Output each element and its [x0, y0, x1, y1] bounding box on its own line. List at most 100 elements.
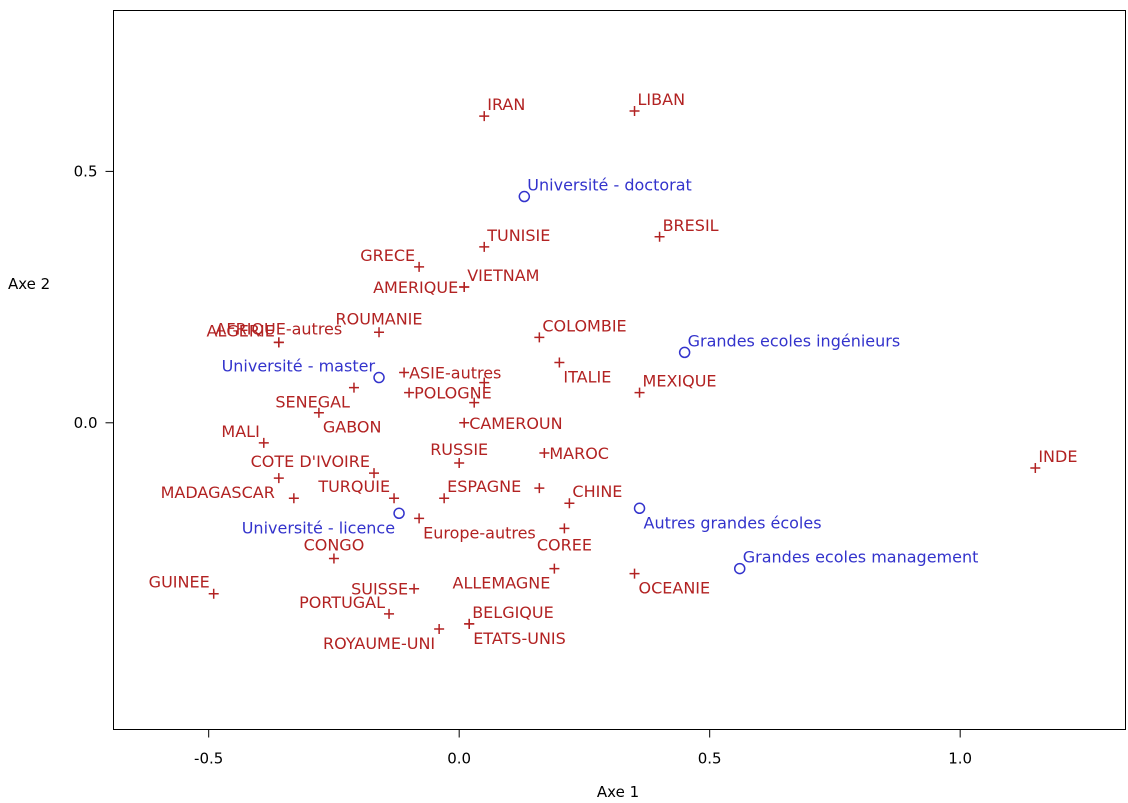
point-label: INDE [1038, 447, 1077, 466]
point-marker [554, 357, 565, 368]
point-marker [534, 332, 545, 343]
point-label: GRECE [360, 246, 415, 265]
point-label: AMERIQUE [373, 278, 458, 297]
point-label: COLOMBIE [542, 316, 626, 335]
axis-ticks: -0.5 0.0 0.5 1.0 0.0 0.5 [74, 162, 972, 767]
point-label: ITALIE [563, 367, 611, 386]
point-marker [634, 387, 645, 398]
point-marker [518, 190, 531, 203]
point-marker [414, 261, 425, 272]
point-label: MALI [221, 422, 259, 441]
point-label: ALLEMAGNE [453, 574, 551, 593]
point-label: LIBAN [638, 90, 686, 109]
point-label: ESPAGNE [447, 477, 521, 496]
point-label: Autres grandes écoles [644, 513, 822, 532]
y-tick-label: 0.0 [74, 414, 98, 432]
point-marker [629, 568, 640, 579]
point-label: ALGERIE [207, 321, 275, 340]
point-label: SENEGAL [275, 393, 350, 412]
point-marker [459, 417, 470, 428]
x-tick-label: 0.5 [698, 750, 722, 768]
point-label: Université - licence [242, 518, 395, 537]
point-label: BRESIL [663, 216, 719, 235]
point-label: Université - doctorat [527, 176, 692, 195]
data-labels: IRAN LIBAN BRESIL TUNISIE GRECE VIETNAM AMERIQ… [149, 90, 1078, 653]
point-marker [629, 106, 640, 117]
point-marker [439, 493, 450, 504]
point-marker [393, 507, 405, 520]
point-label: TUNISIE [486, 226, 550, 245]
point-marker [469, 397, 480, 408]
point-label: BELGIQUE [472, 603, 554, 622]
point-marker [633, 502, 646, 515]
point-marker [434, 623, 445, 634]
point-marker [733, 562, 746, 575]
x-tick-label: 1.0 [948, 750, 972, 768]
point-marker [374, 327, 385, 338]
point-marker [1030, 463, 1041, 474]
point-label: POLOGNE [414, 384, 492, 403]
point-label: MEXIQUE [643, 372, 717, 391]
point-label: VIETNAM [467, 266, 539, 285]
point-label: MADAGASCAR [161, 483, 275, 502]
point-label: GABON [323, 418, 382, 437]
x-axis-label: Axe 1 [597, 783, 639, 801]
point-label: ETATS-UNIS [473, 629, 566, 648]
point-marker [288, 493, 299, 504]
point-marker [409, 583, 420, 594]
point-marker [384, 608, 395, 619]
point-label: PORTUGAL [299, 593, 385, 612]
point-label: Grandes ecoles ingénieurs [688, 331, 901, 350]
point-label: GUINEE [149, 573, 210, 592]
data-points [208, 106, 1041, 634]
point-marker [678, 346, 691, 359]
point-label: ASIE-autres [409, 364, 501, 383]
point-label: COTE D'IVOIRE [251, 452, 370, 471]
point-marker [654, 231, 665, 242]
point-label: OCEANIE [639, 579, 711, 598]
point-label: CHINE [572, 482, 622, 501]
point-label: SUISSE [351, 580, 408, 599]
point-label: ROUMANIE [336, 309, 423, 328]
point-label: Université - master [222, 357, 376, 376]
point-label: TURQUIE [317, 477, 390, 496]
point-marker [479, 111, 490, 122]
point-marker [399, 367, 410, 378]
point-marker [564, 498, 575, 509]
point-label: CAMEROUN [469, 414, 562, 433]
point-label: RUSSIE [430, 440, 488, 459]
point-marker [404, 387, 415, 398]
point-marker [479, 241, 490, 252]
point-marker [459, 282, 470, 293]
point-marker [273, 473, 284, 484]
point-marker [479, 377, 490, 388]
point-marker [454, 458, 465, 469]
point-label: IRAN [487, 95, 525, 114]
point-marker [328, 553, 339, 564]
y-axis-label: Axe 2 [8, 275, 50, 293]
point-label: Europe-autres [423, 523, 536, 542]
x-tick-label: 0.0 [447, 750, 471, 768]
point-label: AFRIQUE-autres [215, 319, 342, 338]
y-tick-label: 0.5 [74, 162, 98, 180]
point-marker [208, 588, 219, 599]
point-marker [389, 493, 400, 504]
point-marker [273, 337, 284, 348]
point-marker [369, 468, 380, 479]
point-label: COREE [537, 535, 592, 554]
point-marker [549, 563, 560, 574]
point-marker [534, 483, 545, 494]
x-tick-label: -0.5 [194, 750, 223, 768]
point-label: MAROC [549, 444, 609, 463]
point-marker [258, 437, 269, 448]
point-marker [559, 523, 570, 534]
point-marker [539, 447, 550, 458]
point-label: Grandes ecoles management [743, 548, 979, 567]
point-label: CONGO [304, 536, 365, 555]
point-marker [373, 371, 385, 384]
point-marker [464, 618, 475, 629]
point-marker [348, 382, 359, 393]
plot-frame [113, 10, 1126, 730]
point-label: ROYAUME-UNI [323, 634, 435, 653]
